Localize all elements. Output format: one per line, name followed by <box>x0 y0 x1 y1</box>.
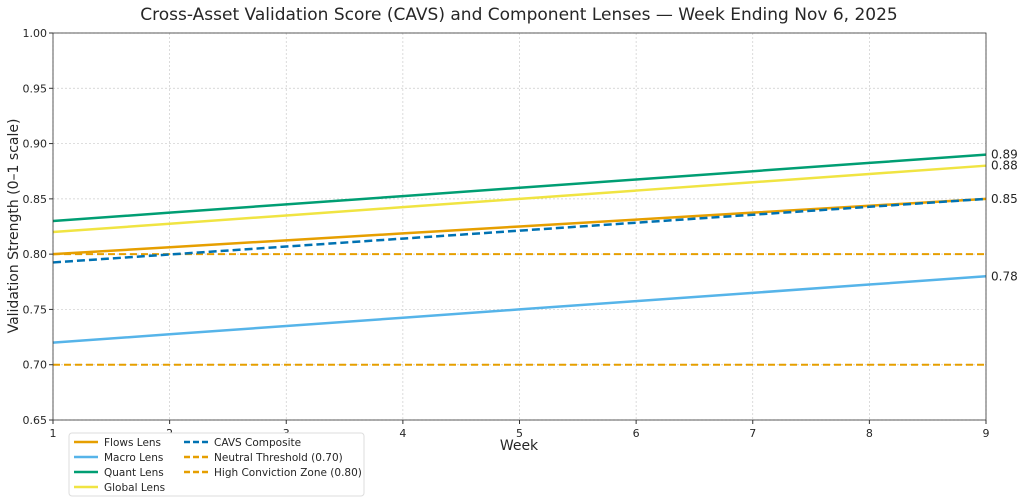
legend-item-label: Global Lens <box>104 482 165 494</box>
y-tick-label: 0.85 <box>23 193 48 206</box>
y-tick-label: 0.75 <box>23 303 48 316</box>
y-tick-label: 0.65 <box>23 414 48 427</box>
x-tick-label: 5 <box>516 427 523 440</box>
y-tick-label: 1.00 <box>23 27 48 40</box>
y-tick-label: 0.70 <box>23 359 48 372</box>
series-line-global-lens <box>52 164 987 234</box>
x-tick-label: 4 <box>399 427 406 440</box>
end-value-label: 0.89 <box>991 148 1018 162</box>
x-tick-label: 9 <box>983 427 990 440</box>
x-axis-label: Week <box>500 438 539 454</box>
legend-item-label: High Conviction Zone (0.80) <box>214 467 362 479</box>
legend-item-label: Flows Lens <box>104 437 161 449</box>
legend-item-label: CAVS Composite <box>214 437 301 449</box>
y-tick-label: 0.80 <box>23 248 48 261</box>
chart-title: Cross-Asset Validation Score (CAVS) and … <box>140 5 897 25</box>
legend: Flows Lens Macro Lens Quant Lens Global Len… <box>68 432 365 497</box>
x-tick-label: 7 <box>749 427 756 440</box>
end-value-label: 0.85 <box>991 192 1018 206</box>
y-tick-label: 0.90 <box>23 138 48 151</box>
x-tick-label: 1 <box>50 427 57 440</box>
y-axis-label: Validation Strength (0–1 scale) <box>6 119 22 334</box>
legend-item-label: Quant Lens <box>104 467 164 479</box>
legend-item-label: Neutral Threshold (0.70) <box>214 452 343 464</box>
y-tick-label: 0.95 <box>23 82 48 95</box>
x-tick-label: 6 <box>633 427 640 440</box>
legend-item-label: Macro Lens <box>104 452 163 464</box>
end-value-label: 0.88 <box>991 159 1018 173</box>
series-line-quant-lens <box>52 153 987 223</box>
legend-box <box>68 432 365 497</box>
x-tick-label: 8 <box>866 427 873 440</box>
end-value-label: 0.78 <box>991 269 1018 283</box>
series-line-macro-lens <box>52 275 987 344</box>
series-line-flows-lens <box>52 197 987 256</box>
